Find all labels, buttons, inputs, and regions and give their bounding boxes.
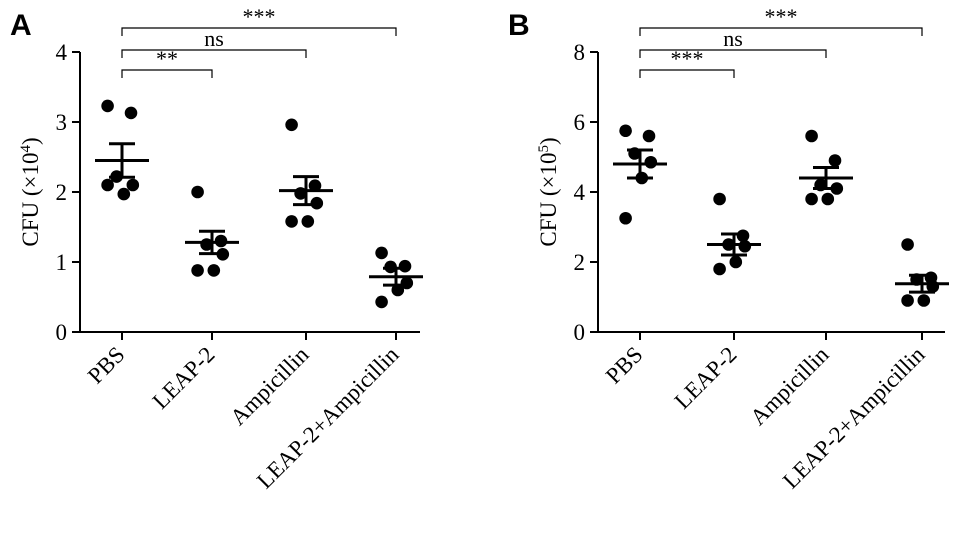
y-axis-label: CFU (×105) [536,137,561,246]
data-point [391,283,405,297]
y-tick-label: 2 [574,250,586,275]
data-point [713,262,726,276]
data-point [101,99,114,113]
y-axis-label-exponent: 4 [18,145,34,153]
data-point [207,264,221,277]
data-point [736,229,750,243]
x-category-label: PBS [83,342,130,389]
y-axis-label-text: CFU (×10 [18,153,43,247]
significance-bracket [121,27,397,36]
significance-bracket [639,49,827,58]
y-tick-label: 8 [574,40,586,65]
x-category-label: PBS [601,342,648,389]
y-tick-label: 4 [574,180,586,205]
data-point [124,106,138,120]
y-axis-label-text: CFU (×10 [536,153,561,247]
data-point [642,129,656,143]
data-point [126,178,140,192]
data-point [285,118,298,132]
data-point [828,154,842,167]
data-point [398,259,412,273]
y-axis-label-exponent: 5 [536,145,552,153]
significance-bracket [639,27,923,36]
y-axis-label: CFU (×104) [18,137,43,246]
data-point [738,239,752,253]
x-category-label: LEAP-2 [148,342,220,414]
data-point [901,238,914,251]
y-tick-label: 6 [574,110,586,135]
data-point [821,192,835,206]
data-point [901,294,914,307]
significance-label: *** [243,4,276,29]
significance-bracket [639,69,735,78]
data-point [117,187,131,201]
significance-bracket [121,49,307,58]
x-category-label: LEAP-2 [670,342,742,414]
y-axis-label-close: ) [536,137,561,145]
panel-letter: B [508,9,530,42]
data-point [191,185,204,199]
data-point [285,215,298,228]
data-point [101,178,114,192]
data-point [191,264,204,277]
data-point [644,155,658,169]
x-category-label: Ampicillin [745,342,834,431]
data-point [805,192,818,206]
y-tick-label: 2 [56,180,68,205]
data-point [805,129,818,143]
significance-label: ns [723,26,743,51]
y-tick-label: 4 [56,40,68,65]
significance-label: *** [765,4,798,29]
y-tick-label: 0 [574,320,586,345]
data-point [713,192,726,206]
data-point [301,215,315,228]
significance-bracket [121,69,213,78]
data-point [375,295,388,309]
data-point [619,211,632,225]
y-tick-label: 3 [56,110,68,135]
panel-letter: A [10,9,32,42]
y-tick-label: 0 [56,320,68,345]
data-point [619,124,632,138]
data-point [375,246,388,260]
data-point [917,294,931,307]
y-tick-label: 1 [56,250,68,275]
y-axis-label-close: ) [18,137,43,145]
significance-label: ** [156,46,178,71]
data-point [729,255,743,269]
significance-label: ns [204,26,224,51]
x-category-label: Ampicillin [225,342,314,431]
data-point [308,179,322,192]
